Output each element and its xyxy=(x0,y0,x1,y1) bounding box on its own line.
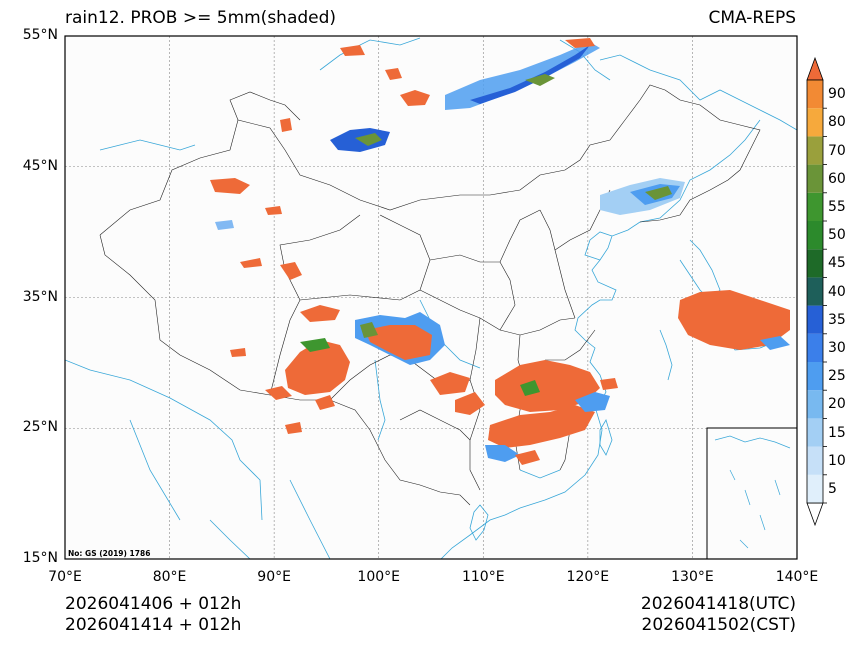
colorbar-swatch xyxy=(807,277,823,306)
colorbar-label: 90 xyxy=(828,86,846,103)
lon-tick-label: 120°E xyxy=(566,569,610,585)
colorbar-swatch xyxy=(807,249,823,278)
lon-tick-label: 90°E xyxy=(257,569,291,585)
lon-tick-label: 140°E xyxy=(775,569,819,585)
south-sea-inset xyxy=(706,427,797,559)
colorbar-swatch xyxy=(807,305,823,334)
lon-tick-label: 80°E xyxy=(152,569,187,585)
colorbar-label: 15 xyxy=(828,424,846,441)
lat-tick-label: 25°N xyxy=(22,419,58,436)
colorbar-label: 35 xyxy=(828,311,846,328)
admin-borders xyxy=(99,84,761,506)
colorbar-label: 5 xyxy=(828,480,837,497)
valid-time-cst: 2026041502(CST) xyxy=(641,615,796,635)
colorbar-swatch xyxy=(807,108,823,137)
colorbar-swatch xyxy=(807,362,823,391)
colorbar-label: 80 xyxy=(828,114,846,131)
colorbar-label: 60 xyxy=(828,170,846,187)
colorbar-swatch xyxy=(807,221,823,250)
colorbar-label: 45 xyxy=(828,255,846,272)
lon-tick-label: 110°E xyxy=(461,569,505,585)
map-frame xyxy=(64,35,798,560)
lat-tick-label: 55°N xyxy=(22,27,58,43)
colorbar-label: 55 xyxy=(828,198,846,215)
colorbar-label: 70 xyxy=(828,142,846,159)
lat-tick-label: 45°N xyxy=(22,157,58,174)
colorbar-swatch xyxy=(807,418,823,447)
colorbar-swatch xyxy=(807,136,823,165)
init-time-info: 2026041406 + 012h 2026041414 + 012h xyxy=(65,594,241,636)
valid-time-utc: 2026041418(UTC) xyxy=(640,594,796,614)
colorbar-label: 50 xyxy=(828,227,846,244)
colorbar-swatch xyxy=(807,446,823,475)
colorbar-lower-extension xyxy=(806,502,824,527)
colorbar-swatch xyxy=(807,474,823,503)
colorbar-swatch xyxy=(807,192,823,221)
colorbar-swatch xyxy=(807,333,823,362)
colorbar-label: 25 xyxy=(828,368,846,385)
lon-tick-label: 130°E xyxy=(671,569,714,585)
colorbar-label: 10 xyxy=(828,452,846,469)
colorbar-outline xyxy=(806,79,824,504)
map-approval-number: No: GS (2019) 1786 xyxy=(68,549,151,558)
lat-tick-label: 15°N xyxy=(22,550,58,566)
colorbar-label: 20 xyxy=(828,396,846,413)
init-time-cst: 2026041414 + 012h xyxy=(65,615,242,635)
init-time-utc: 2026041406 + 012h xyxy=(65,594,242,614)
lat-tick-label: 35°N xyxy=(22,288,58,305)
colorbar xyxy=(806,56,827,527)
colorbar-label: 30 xyxy=(828,339,846,356)
colorbar-label: 40 xyxy=(828,283,846,300)
colorbar-swatch xyxy=(807,80,823,109)
map-title: rain12. PROB >= 5mm(shaded) xyxy=(65,8,337,28)
lon-tick-label: 70°E xyxy=(48,569,82,585)
colorbar-upper-extension xyxy=(806,56,824,81)
colorbar-swatch xyxy=(807,164,823,193)
lon-tick-label: 100°E xyxy=(357,569,400,585)
valid-time-info: 2026041418(UTC) 2026041502(CST) xyxy=(641,594,796,636)
colorbar-swatch xyxy=(807,390,823,419)
model-name: CMA-REPS xyxy=(708,8,796,28)
precip-shading xyxy=(210,38,790,465)
